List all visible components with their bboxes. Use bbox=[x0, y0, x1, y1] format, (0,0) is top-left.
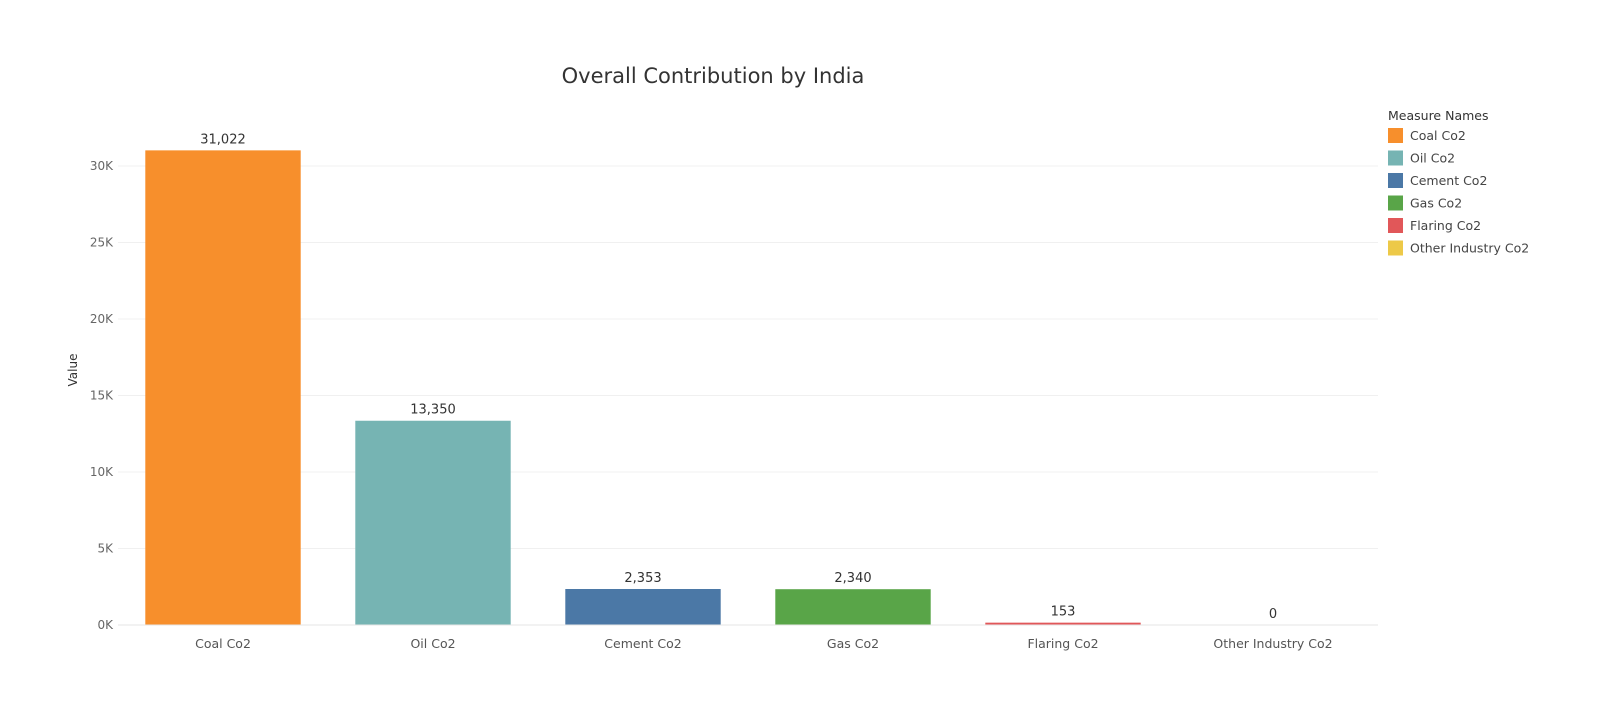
legend-swatch bbox=[1388, 240, 1403, 256]
bar-value-labels: 31,022 13,350 2,353 2,340 153 0 bbox=[200, 132, 1277, 622]
legend-entry: Gas Co2 bbox=[1410, 196, 1462, 211]
legend-entry: Other Industry Co2 bbox=[1410, 241, 1529, 256]
legend-entry: Oil Co2 bbox=[1410, 151, 1455, 166]
legend-swatch bbox=[1388, 128, 1403, 143]
bar-gas-co2 bbox=[775, 589, 931, 625]
y-tick-label: 20K bbox=[90, 312, 114, 326]
x-tick-label: Cement Co2 bbox=[604, 636, 681, 651]
x-tick-label: Flaring Co2 bbox=[1027, 636, 1098, 651]
legend: Measure Names Coal Co2 Oil Co2 Cement Co2 G… bbox=[1388, 108, 1529, 256]
x-tick-label: Other Industry Co2 bbox=[1213, 636, 1332, 651]
bar-value-label: 31,022 bbox=[200, 132, 246, 147]
bar-value-label: 153 bbox=[1051, 605, 1076, 620]
y-tick-label: 5K bbox=[97, 542, 114, 556]
x-tick-label: Coal Co2 bbox=[195, 636, 251, 651]
gridlines bbox=[118, 165, 1378, 549]
y-axis-label: Value bbox=[66, 354, 80, 387]
bars bbox=[145, 150, 1141, 625]
bar-cement-co2 bbox=[565, 588, 721, 625]
y-tick-label: 30K bbox=[90, 159, 114, 173]
y-tick-label: 0K bbox=[97, 618, 114, 632]
y-axis-ticks: 0K 5K 10K 15K 20K 25K 30K bbox=[90, 159, 114, 632]
legend-swatch bbox=[1388, 195, 1403, 211]
bar-oil-co2 bbox=[355, 420, 511, 625]
x-tick-label: Oil Co2 bbox=[410, 636, 455, 651]
bar-coal-co2 bbox=[145, 150, 301, 625]
legend-entry: Flaring Co2 bbox=[1410, 218, 1481, 233]
y-tick-label: 15K bbox=[90, 389, 114, 403]
legend-title: Measure Names bbox=[1388, 108, 1489, 123]
legend-swatch bbox=[1388, 173, 1403, 188]
y-tick-label: 10K bbox=[90, 465, 114, 479]
legend-entry: Coal Co2 bbox=[1410, 128, 1466, 143]
x-tick-label: Gas Co2 bbox=[827, 636, 879, 651]
bar-value-label: 2,353 bbox=[624, 571, 661, 586]
legend-swatch bbox=[1388, 218, 1403, 233]
bar-value-label: 0 bbox=[1269, 607, 1277, 622]
legend-swatch bbox=[1388, 150, 1403, 166]
chart-title: Overall Contribution by India bbox=[562, 64, 865, 88]
legend-entry: Cement Co2 bbox=[1410, 173, 1487, 188]
bar-flaring-co2 bbox=[985, 622, 1141, 625]
y-tick-label: 25K bbox=[90, 236, 114, 250]
x-axis-ticks: Coal Co2 Oil Co2 Cement Co2 Gas Co2 Flaring … bbox=[195, 636, 1333, 651]
bar-value-label: 2,340 bbox=[834, 571, 871, 586]
bar-value-label: 13,350 bbox=[410, 403, 456, 418]
